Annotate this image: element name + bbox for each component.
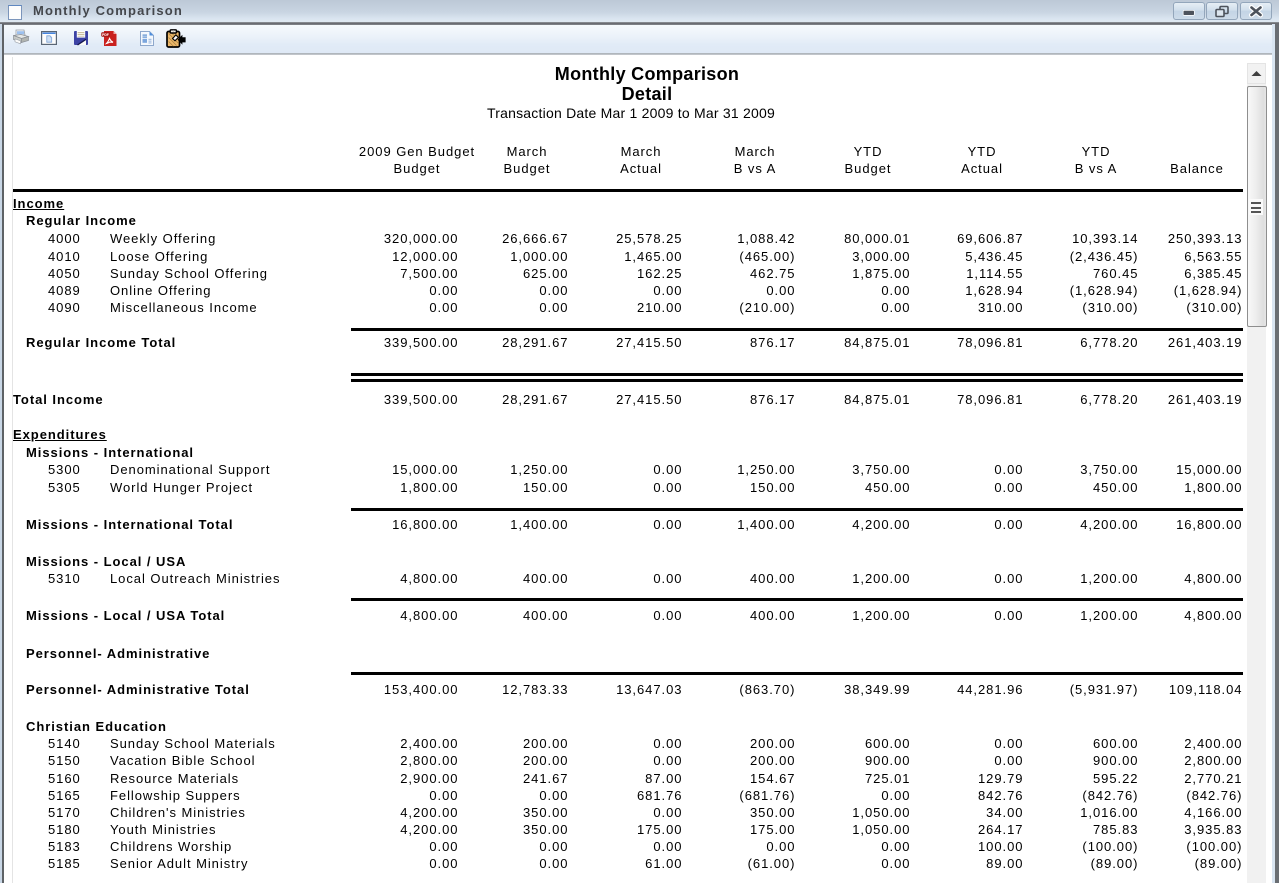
svg-text:PDF: PDF	[102, 33, 109, 37]
